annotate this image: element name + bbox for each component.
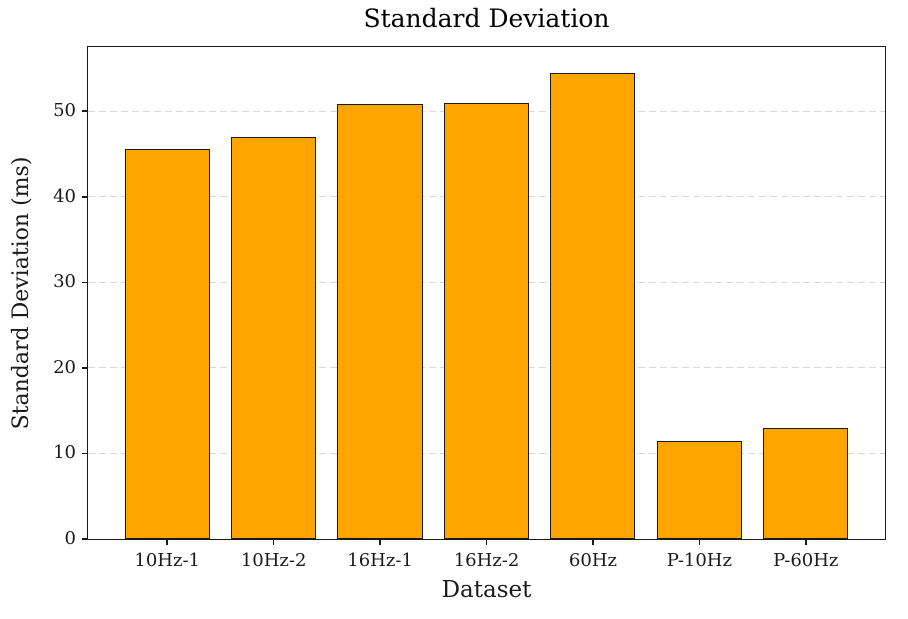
x-tick-label: 16Hz-1 [347, 550, 413, 571]
x-tick-label: P-60Hz [773, 550, 839, 571]
bar [443, 103, 530, 539]
bar [231, 136, 317, 539]
bar-slot [753, 47, 859, 539]
bar-slot [114, 47, 220, 539]
x-tick-label: 10Hz-2 [240, 550, 307, 571]
bar-slot [327, 47, 433, 539]
x-tick-label: P-10Hz [666, 550, 732, 571]
bar-slot [433, 47, 539, 539]
bar [763, 427, 849, 539]
x-tick-label: 10Hz-1 [134, 550, 201, 571]
bar [124, 148, 210, 539]
bars [114, 47, 859, 539]
x-tick-label: 16Hz-2 [453, 550, 520, 571]
plot-area [87, 46, 886, 540]
x-tick-label: 60Hz [568, 550, 617, 571]
bar [550, 72, 636, 539]
y-axis-label: Standard Deviation (ms) [9, 156, 34, 430]
bar-slot [540, 47, 646, 539]
bar-slot [220, 47, 326, 539]
x-axis-label: Dataset [441, 577, 532, 603]
bar [656, 440, 742, 539]
bar-slot [646, 47, 752, 539]
chart-title: Standard Deviation [363, 4, 610, 33]
bar [337, 104, 423, 539]
